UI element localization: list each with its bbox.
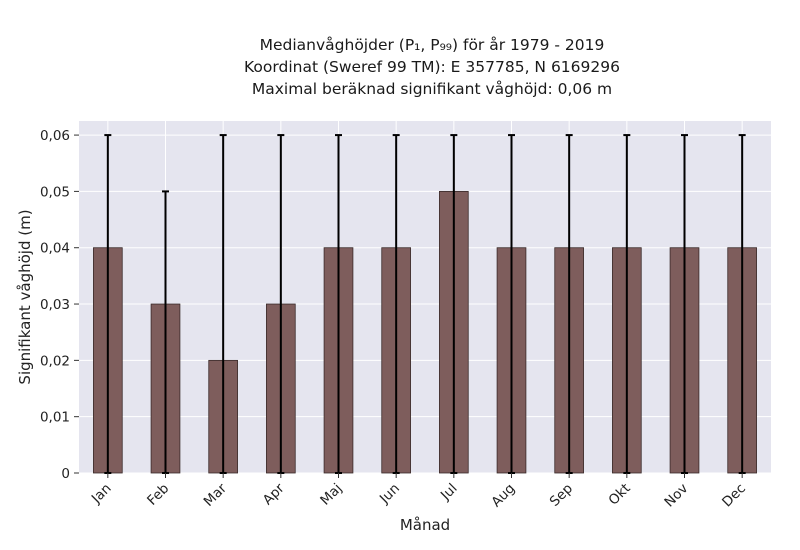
x-tick-label-aug: Aug (488, 481, 518, 511)
y-axis-label: Signifikant våghöjd (m) (16, 209, 34, 384)
x-tick-label-dec: Dec (719, 481, 749, 511)
x-tick-label-sep: Sep (547, 481, 576, 510)
y-tick-label: 0 (61, 466, 70, 482)
plot-area (79, 121, 771, 473)
y-axis-ticks: 0 0,01 0,02 0,03 0,04 0,05 0,06 (40, 128, 79, 482)
chart-title: Medianvåghöjder (P₁, P₉₉) för år 1979 - … (232, 34, 632, 100)
errorbars-group (104, 134, 746, 474)
x-tick-label-nov: Nov (661, 481, 691, 511)
y-tick-label: 0,05 (40, 184, 70, 200)
y-tick-label: 0,01 (40, 410, 70, 426)
x-tick-label-apr: Apr (260, 480, 288, 508)
y-tick-label: 0,04 (40, 241, 70, 257)
x-tick-label-jan: Jan (88, 481, 115, 508)
title-line-1: Medianvåghöjder (P₁, P₉₉) för år 1979 - … (259, 36, 605, 54)
x-axis-label: Månad (400, 516, 450, 534)
y-tick-label: 0,03 (40, 297, 70, 313)
title-line-2: Koordinat (Sweref 99 TM): E 357785, N 61… (244, 58, 620, 76)
x-tick-label-mar: Mar (201, 480, 231, 510)
x-tick-label-feb: Feb (144, 481, 172, 509)
x-tick-label-maj: Maj (317, 481, 345, 509)
title-line-3: Maximal beräknad signifikant våghöjd: 0,… (251, 80, 613, 98)
x-tick-label-jun: Jun (376, 481, 403, 508)
y-tick-label: 0,02 (40, 353, 70, 369)
x-axis-ticks: Jan Feb Mar Apr Maj Jun Jul Aug Sep Okt Nov Dec (88, 473, 749, 510)
y-tick-label: 0,06 (40, 128, 70, 144)
x-tick-label-jul: Jul (437, 481, 461, 505)
x-tick-label-okt: Okt (606, 481, 634, 509)
